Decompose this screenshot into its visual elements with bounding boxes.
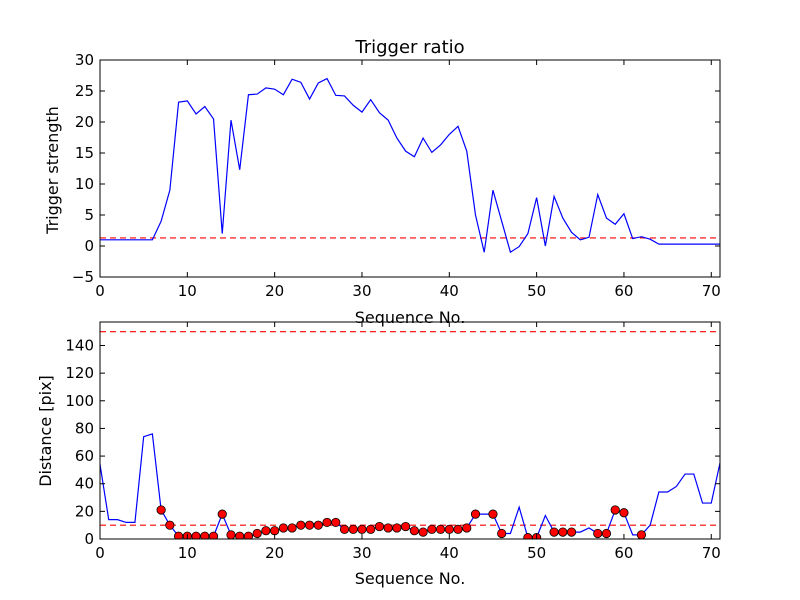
x-tick-label: 10 [178,544,197,562]
data-point [566,527,577,537]
data-point [453,524,463,534]
axes-frame [99,59,721,278]
series-line [100,77,720,254]
x-tick-label: 60 [614,544,633,562]
data-point [261,526,271,536]
data-point [348,524,358,534]
data-point [488,509,498,519]
data-point [392,523,402,533]
data-point [610,505,620,515]
y-tick-label: 120 [65,364,94,382]
axes-frame [99,321,721,540]
y-tick-label: 25 [75,82,94,100]
data-point [444,524,454,534]
data-point [374,521,385,532]
y-tick-label: 60 [75,447,94,465]
data-point [156,505,166,515]
data-point [270,526,280,536]
data-point [427,524,437,534]
data-point [470,509,481,519]
x-tick-label: 60 [614,282,633,300]
data-point [558,527,568,537]
y-axis-label: Trigger strength [43,106,62,235]
data-point [217,509,227,519]
data-point [313,520,323,530]
data-point [226,530,236,539]
data-point [339,524,350,534]
x-tick-label: 10 [178,282,197,300]
x-tick-label: 50 [527,282,546,300]
data-point [418,527,428,537]
data-point [278,523,288,533]
x-axis-label: Sequence No. [355,308,466,327]
x-tick-label: 50 [527,544,546,562]
y-tick-label: 20 [75,113,94,131]
x-tick-label: 40 [440,544,459,562]
data-point [331,517,341,528]
y-tick-label: 80 [75,419,94,437]
data-point [304,520,315,530]
y-tick-label: 0 [84,237,94,255]
x-tick-label: 70 [702,282,721,300]
x-tick-label: 30 [352,544,371,562]
data-point [208,531,219,539]
y-tick-label: 140 [65,336,94,354]
plot-data-layer [100,77,720,254]
x-tick-label: 20 [265,544,284,562]
distance-chart: Sequence No. Distance [pix] 0 10 20 30 40 50 6… [36,321,721,588]
data-point [619,508,629,518]
data-point [401,521,411,532]
data-point [287,523,297,533]
x-tick-label: 20 [265,282,284,300]
y-tick-label: 100 [65,392,94,410]
y-tick-label: 5 [84,206,94,224]
data-point [593,528,603,539]
y-tick-label: 20 [75,502,94,520]
data-point [252,528,262,539]
x-tick-label: 70 [702,544,721,562]
y-tick-label: 0 [84,530,94,548]
y-axis-label: Distance [pix] [36,375,55,487]
data-point [497,528,507,539]
data-point [366,524,376,534]
data-point [636,530,647,539]
data-point [296,520,306,530]
data-point [383,523,393,533]
x-tick-label: 40 [440,282,459,300]
data-point [357,524,367,534]
data-point [601,528,612,539]
data-point [549,527,559,537]
y-tick-label: −5 [72,268,94,286]
x-tick-label: 0 [95,544,105,562]
data-point [165,520,175,530]
y-tick-label: 40 [75,475,94,493]
data-point [462,523,472,533]
data-point [435,524,446,534]
data-point [243,531,254,539]
data-point [322,517,332,528]
plot-data-layer [100,331,720,539]
y-tick-label: 30 [75,51,94,69]
x-tick-label: 0 [95,282,105,300]
data-point [409,526,419,536]
trigger-ratio-chart: Trigger ratio Sequence No. Trigger stren… [43,37,721,327]
y-tick-label: 10 [75,175,94,193]
x-tick-label: 30 [352,282,371,300]
y-tick-label: 15 [75,144,94,162]
x-axis-label: Sequence No. [355,569,466,588]
chart-title: Trigger ratio [354,37,464,58]
